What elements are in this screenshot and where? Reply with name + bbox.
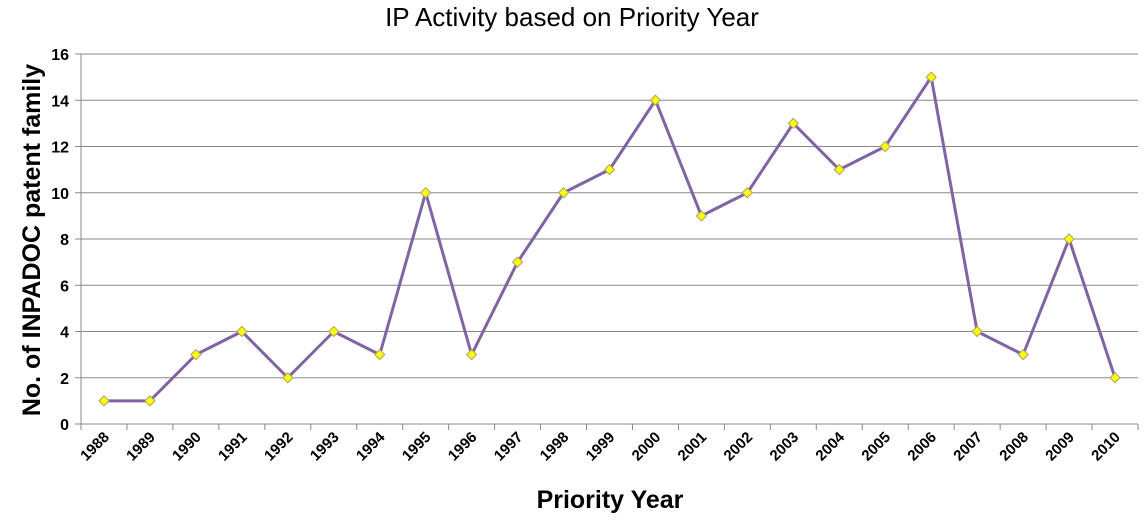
y-tick-labels: 0 2 4 6 8 10 12 14 16 — [51, 47, 69, 434]
x-tick-label: 2006 — [904, 429, 940, 465]
data-point-marker — [971, 325, 983, 338]
axes — [75, 53, 1139, 430]
data-point-marker — [144, 395, 156, 407]
x-tick-label: 2009 — [1042, 429, 1078, 465]
x-tick-label: 1992 — [261, 429, 297, 465]
y-tick-label: 4 — [60, 325, 69, 342]
gridlines — [81, 53, 1138, 379]
data-point-marker — [419, 187, 432, 199]
data-point-marker — [236, 325, 248, 338]
y-tick-label: 0 — [60, 417, 69, 434]
x-tick-label: 2010 — [1088, 429, 1124, 465]
y-axis-label: No. of INPADOC patent family — [18, 64, 46, 416]
y-tick-label: 2 — [60, 371, 69, 388]
x-tick-label: 2001 — [675, 429, 711, 465]
x-tick-label: 2008 — [996, 429, 1032, 465]
y-tick-label: 8 — [60, 232, 69, 249]
data-point-marker — [1063, 233, 1075, 245]
x-tick-label: 1990 — [169, 429, 205, 465]
series-patent-families — [98, 71, 1121, 407]
x-axis-label: Priority Year — [537, 486, 684, 514]
data-point-marker — [557, 187, 570, 199]
x-tick-label: 1995 — [399, 429, 435, 465]
x-tick-labels: 1988 1989 1990 1991 1992 1993 1994 1995 1996 1997… — [77, 428, 1124, 464]
x-tick-label: 2003 — [767, 429, 803, 465]
x-tick-label: 2005 — [858, 429, 894, 465]
x-tick-label: 2002 — [721, 429, 757, 465]
data-point-marker — [741, 187, 754, 199]
x-tick-label: 1988 — [77, 429, 113, 465]
x-tick-label: 1994 — [353, 428, 389, 464]
data-point-marker — [190, 348, 202, 361]
data-point-marker — [649, 94, 662, 106]
data-point-marker — [787, 117, 800, 130]
data-point-marker — [603, 163, 616, 176]
x-tick-label: 2007 — [950, 429, 986, 465]
data-point-marker — [1109, 372, 1121, 384]
data-point-marker — [879, 140, 891, 153]
x-tick-label: 1989 — [123, 429, 159, 465]
x-tick-label: 2000 — [629, 429, 665, 465]
data-point-marker — [925, 71, 937, 83]
x-tick-label: 1999 — [583, 429, 619, 465]
y-tick-label: 12 — [51, 140, 69, 157]
chart-title: IP Activity based on Priority Year — [385, 2, 759, 32]
x-tick-label: 2004 — [812, 428, 848, 464]
data-point-marker — [98, 395, 110, 407]
y-tick-label: 14 — [51, 93, 69, 110]
x-tick-label: 1996 — [445, 429, 481, 465]
data-point-marker — [374, 348, 386, 361]
y-tick-label: 16 — [51, 47, 69, 64]
y-tick-label: 6 — [60, 278, 69, 295]
x-tick-label: 1993 — [307, 429, 343, 465]
data-point-marker — [282, 372, 294, 384]
x-tick-label: 1998 — [537, 429, 573, 465]
data-point-marker — [695, 210, 708, 222]
y-tick-label: 10 — [51, 186, 69, 203]
x-tick-label: 1991 — [215, 429, 251, 465]
data-point-marker — [328, 325, 340, 338]
data-point-marker — [465, 348, 478, 361]
data-point-marker — [1017, 348, 1029, 361]
data-point-marker — [511, 256, 524, 268]
data-point-marker — [833, 163, 845, 176]
x-tick-label: 1997 — [491, 429, 527, 465]
